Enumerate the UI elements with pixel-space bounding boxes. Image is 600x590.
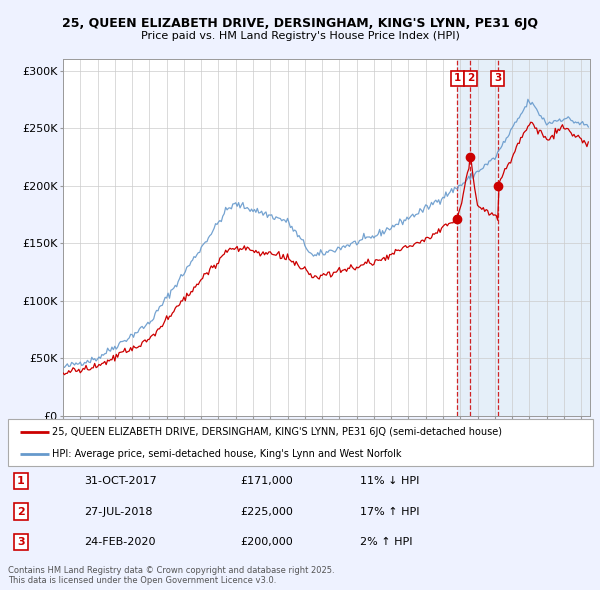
Text: 27-JUL-2018: 27-JUL-2018 [84,507,152,516]
Text: £171,000: £171,000 [240,476,293,486]
Text: 3: 3 [17,537,25,547]
Text: £225,000: £225,000 [240,507,293,516]
Text: Price paid vs. HM Land Registry's House Price Index (HPI): Price paid vs. HM Land Registry's House … [140,31,460,41]
Text: 3: 3 [494,73,502,83]
Text: 2% ↑ HPI: 2% ↑ HPI [360,537,413,547]
Text: £200,000: £200,000 [240,537,293,547]
Text: 1: 1 [17,476,25,486]
Text: 25, QUEEN ELIZABETH DRIVE, DERSINGHAM, KING'S LYNN, PE31 6JQ: 25, QUEEN ELIZABETH DRIVE, DERSINGHAM, K… [62,17,538,30]
Text: 1: 1 [454,73,461,83]
Text: 24-FEB-2020: 24-FEB-2020 [84,537,155,547]
Text: Contains HM Land Registry data © Crown copyright and database right 2025.
This d: Contains HM Land Registry data © Crown c… [8,566,334,585]
Text: 17% ↑ HPI: 17% ↑ HPI [360,507,419,516]
Bar [457,59,590,416]
Text: 25, QUEEN ELIZABETH DRIVE, DERSINGHAM, KING'S LYNN, PE31 6JQ (semi-detached hous: 25, QUEEN ELIZABETH DRIVE, DERSINGHAM, K… [52,427,502,437]
Text: HPI: Average price, semi-detached house, King's Lynn and West Norfolk: HPI: Average price, semi-detached house,… [52,450,401,459]
Text: 11% ↓ HPI: 11% ↓ HPI [360,476,419,486]
Text: 31-OCT-2017: 31-OCT-2017 [84,476,157,486]
Text: 2: 2 [467,73,474,83]
Text: 2: 2 [17,507,25,516]
FancyBboxPatch shape [8,419,593,466]
